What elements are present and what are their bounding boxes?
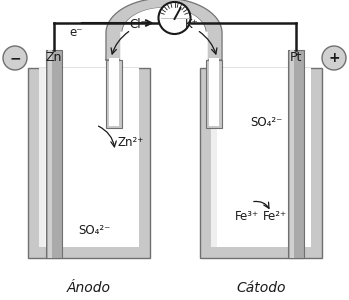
Bar — [28, 68, 150, 258]
Text: Ánodo: Ánodo — [67, 281, 111, 295]
Text: Fe³⁺: Fe³⁺ — [235, 209, 259, 223]
Bar — [211, 68, 311, 247]
Polygon shape — [121, 8, 207, 61]
Bar — [206, 60, 222, 128]
Bar — [39, 68, 139, 247]
Bar — [288, 50, 304, 258]
Bar — [209, 58, 219, 126]
Bar — [290, 50, 294, 258]
Text: SO₄²⁻: SO₄²⁻ — [78, 224, 110, 236]
Text: Zn²⁺: Zn²⁺ — [118, 136, 144, 149]
Text: SO₄²⁻: SO₄²⁻ — [250, 116, 282, 130]
Circle shape — [3, 46, 27, 70]
Polygon shape — [106, 0, 222, 60]
Circle shape — [322, 46, 346, 70]
Text: K⁺: K⁺ — [185, 19, 199, 32]
Bar — [200, 68, 322, 258]
Text: Pt: Pt — [290, 51, 302, 64]
Bar — [46, 50, 62, 258]
Text: +: + — [328, 51, 340, 65]
Text: Cátodo: Cátodo — [236, 281, 286, 295]
Text: Fe²⁺: Fe²⁺ — [263, 209, 287, 223]
Bar — [106, 60, 122, 128]
Bar — [211, 68, 217, 247]
Bar — [39, 68, 45, 247]
Circle shape — [158, 2, 191, 34]
Text: e⁻: e⁻ — [69, 26, 83, 40]
Text: −: − — [9, 51, 21, 65]
Bar — [48, 50, 52, 258]
Bar — [109, 58, 119, 126]
Text: Zn: Zn — [46, 51, 62, 64]
Text: Cl⁻: Cl⁻ — [129, 19, 147, 32]
